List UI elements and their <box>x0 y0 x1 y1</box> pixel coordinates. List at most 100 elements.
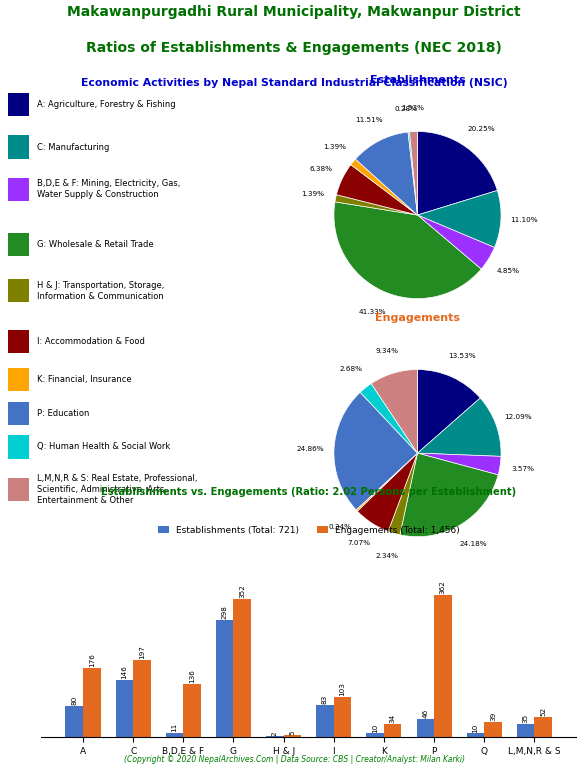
FancyBboxPatch shape <box>8 135 29 159</box>
FancyBboxPatch shape <box>8 93 29 117</box>
Title: Engagements: Engagements <box>375 313 460 323</box>
Wedge shape <box>417 215 495 269</box>
Text: 146: 146 <box>121 665 128 679</box>
Text: 24.18%: 24.18% <box>459 541 487 548</box>
Text: Ratios of Establishments & Engagements (NEC 2018): Ratios of Establishments & Engagements (… <box>86 41 502 55</box>
Bar <box>467 733 485 737</box>
Wedge shape <box>417 131 497 215</box>
Text: Makawanpurgadhi Rural Municipality, Makwanpur District: Makawanpurgadhi Rural Municipality, Makw… <box>67 5 521 18</box>
Text: 103: 103 <box>339 682 346 696</box>
Text: 2: 2 <box>272 731 278 736</box>
Text: 52: 52 <box>540 707 546 716</box>
Bar <box>166 733 183 737</box>
Text: (Copyright © 2020 NepalArchives.Com | Data Source: CBS | Creator/Analyst: Milan : (Copyright © 2020 NepalArchives.Com | Da… <box>123 755 465 764</box>
Text: 20.25%: 20.25% <box>467 126 495 132</box>
FancyBboxPatch shape <box>8 233 29 256</box>
Text: 362: 362 <box>440 581 446 594</box>
Text: 35: 35 <box>523 713 529 723</box>
Text: 24.86%: 24.86% <box>297 446 325 452</box>
Title: Establishments: Establishments <box>370 75 465 85</box>
Text: L,M,N,R & S: Real Estate, Professional,
Scientific, Administrative, Arts,
Entert: L,M,N,R & S: Real Estate, Professional, … <box>37 474 198 505</box>
Text: 7.07%: 7.07% <box>348 540 370 545</box>
Bar <box>133 660 151 737</box>
Wedge shape <box>400 453 498 537</box>
Text: 10: 10 <box>372 723 378 733</box>
Text: 1.39%: 1.39% <box>323 144 346 150</box>
Text: 83: 83 <box>322 694 328 704</box>
FancyBboxPatch shape <box>8 435 29 458</box>
Text: 46: 46 <box>422 709 428 718</box>
FancyBboxPatch shape <box>8 478 29 501</box>
Text: 3.57%: 3.57% <box>512 466 534 472</box>
Text: 0.34%: 0.34% <box>328 524 351 530</box>
FancyBboxPatch shape <box>8 368 29 391</box>
Text: 41.33%: 41.33% <box>359 310 387 315</box>
Legend: Establishments (Total: 721), Engagements (Total: 1,456): Establishments (Total: 721), Engagements… <box>154 522 463 538</box>
Text: 2.34%: 2.34% <box>376 553 399 559</box>
Text: 176: 176 <box>89 654 95 667</box>
Bar <box>384 724 402 737</box>
Wedge shape <box>351 159 417 215</box>
Wedge shape <box>388 453 417 535</box>
Bar <box>216 621 233 737</box>
Text: 1.53%: 1.53% <box>401 105 424 111</box>
Text: K: Financial, Insurance: K: Financial, Insurance <box>37 375 132 384</box>
Bar <box>83 668 101 737</box>
Wedge shape <box>417 453 501 475</box>
Text: C: Manufacturing: C: Manufacturing <box>37 143 109 151</box>
Text: Establishments vs. Engagements (Ratio: 2.02 Persons per Establishment): Establishments vs. Engagements (Ratio: 2… <box>101 488 516 498</box>
Text: P: Education: P: Education <box>37 409 89 418</box>
Bar <box>316 705 334 737</box>
Bar <box>283 735 301 737</box>
Bar <box>416 719 434 737</box>
Text: 298: 298 <box>222 605 228 620</box>
Bar <box>434 595 452 737</box>
Text: H & J: Transportation, Storage,
Information & Communication: H & J: Transportation, Storage, Informat… <box>37 280 164 301</box>
Text: 10: 10 <box>472 723 479 733</box>
Wedge shape <box>371 369 417 453</box>
FancyBboxPatch shape <box>8 177 29 201</box>
Text: 5: 5 <box>289 730 295 734</box>
FancyBboxPatch shape <box>8 279 29 303</box>
Text: 39: 39 <box>490 712 496 721</box>
Wedge shape <box>335 195 417 215</box>
Text: 80: 80 <box>71 696 77 705</box>
Text: 4.85%: 4.85% <box>497 268 520 274</box>
Bar <box>534 717 552 737</box>
Wedge shape <box>334 202 481 299</box>
Bar <box>183 684 201 737</box>
Text: 11: 11 <box>172 723 178 732</box>
Text: Q: Human Health & Social Work: Q: Human Health & Social Work <box>37 442 170 452</box>
Wedge shape <box>355 132 417 215</box>
Bar <box>517 723 534 737</box>
FancyBboxPatch shape <box>8 402 29 425</box>
Wedge shape <box>360 383 417 453</box>
Wedge shape <box>417 190 501 247</box>
Text: 136: 136 <box>189 669 195 683</box>
Text: 11.10%: 11.10% <box>510 217 538 223</box>
Bar <box>233 599 251 737</box>
Bar <box>334 697 351 737</box>
Text: 9.34%: 9.34% <box>375 348 398 354</box>
Text: 11.51%: 11.51% <box>355 117 382 123</box>
Text: 34: 34 <box>390 714 396 723</box>
Text: 0.28%: 0.28% <box>395 106 418 111</box>
Text: Economic Activities by Nepal Standard Industrial Classification (NSIC): Economic Activities by Nepal Standard In… <box>81 78 507 88</box>
Wedge shape <box>358 453 417 531</box>
Bar <box>65 706 83 737</box>
Bar <box>485 722 502 737</box>
Text: G: Wholesale & Retail Trade: G: Wholesale & Retail Trade <box>37 240 153 249</box>
Wedge shape <box>409 131 417 215</box>
Text: 2.68%: 2.68% <box>339 366 362 372</box>
Text: 12.09%: 12.09% <box>505 415 532 420</box>
Bar <box>366 733 384 737</box>
Text: 352: 352 <box>239 584 245 598</box>
Text: B,D,E & F: Mining, Electricity, Gas,
Water Supply & Construction: B,D,E & F: Mining, Electricity, Gas, Wat… <box>37 179 181 200</box>
Wedge shape <box>417 398 501 456</box>
Text: I: Accommodation & Food: I: Accommodation & Food <box>37 337 145 346</box>
Wedge shape <box>408 132 417 215</box>
Wedge shape <box>417 369 480 453</box>
Text: 13.53%: 13.53% <box>448 353 475 359</box>
Wedge shape <box>356 453 417 511</box>
Text: 6.38%: 6.38% <box>309 166 332 172</box>
